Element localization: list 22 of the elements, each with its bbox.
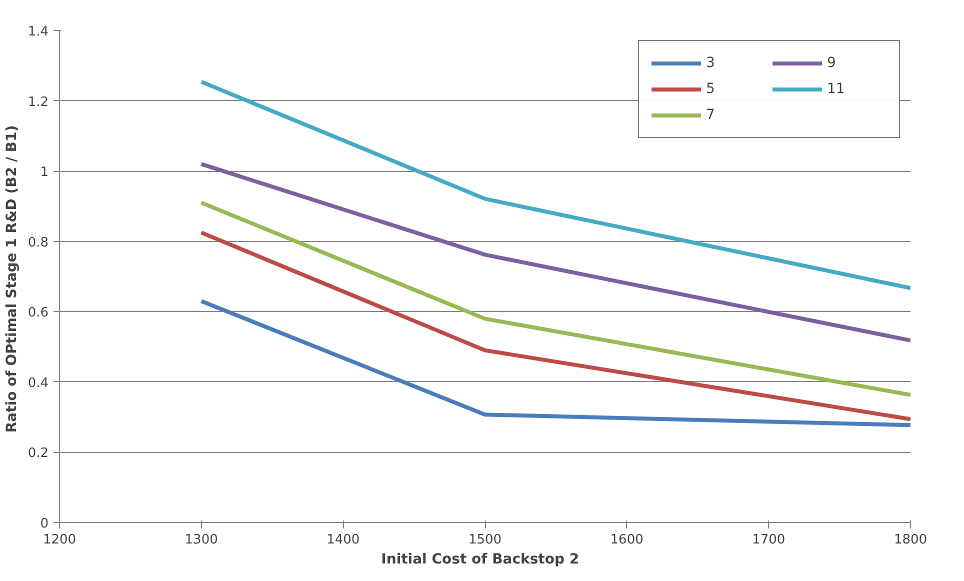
- legend-label: 11: [827, 81, 846, 97]
- x-tick-label: 1500: [468, 532, 502, 548]
- y-axis-title: Ratio of OPtimal Stage 1 R&D (B2 / B1): [4, 125, 20, 433]
- legend-label: 5: [706, 81, 716, 97]
- y-tick-label: 0: [40, 516, 49, 532]
- y-tick-label: 0.8: [28, 235, 49, 250]
- y-tick-label: 0.2: [28, 446, 49, 462]
- x-tick-label: 1800: [894, 532, 928, 548]
- y-tick-label: 1: [40, 165, 49, 180]
- x-tick-label: 1600: [610, 532, 644, 548]
- x-tick-label: 1700: [752, 532, 786, 548]
- x-tick-label: 1400: [326, 532, 360, 548]
- x-tick-label: 1200: [42, 532, 76, 548]
- x-tick-label: 1300: [184, 532, 218, 548]
- y-tick-label: 1.4: [28, 24, 49, 40]
- legend-label: 7: [706, 107, 716, 123]
- legend-label: 3: [706, 55, 716, 71]
- y-tick-label: 0.4: [28, 376, 49, 391]
- x-axis-title: Initial Cost of Backstop 2: [381, 552, 580, 568]
- legend-label: 9: [827, 55, 837, 71]
- y-tick-label: 0.6: [28, 306, 49, 321]
- y-tick-label: 1.2: [28, 94, 49, 110]
